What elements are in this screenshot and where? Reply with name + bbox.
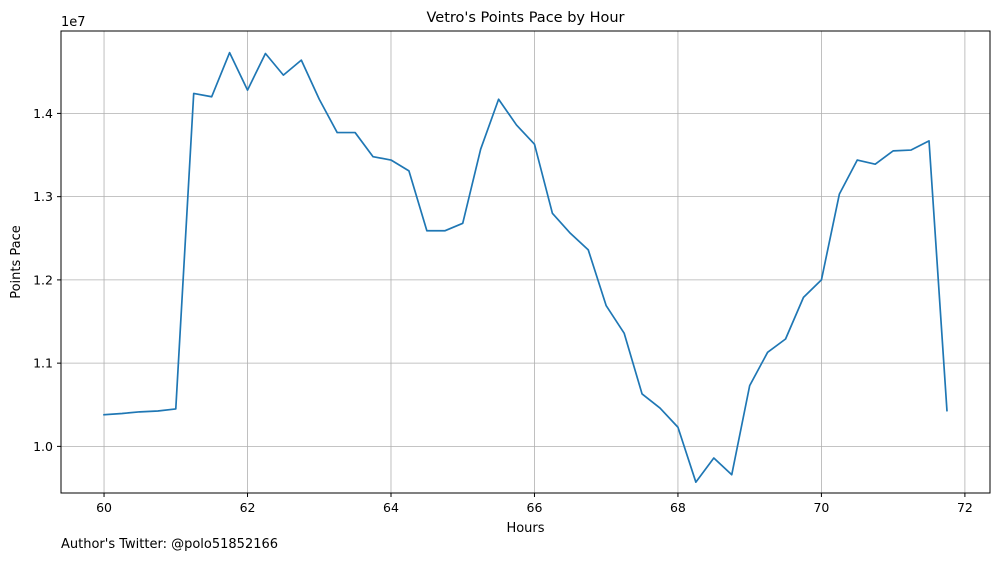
x-tick-label: 60: [96, 500, 112, 515]
x-tick-label: 64: [383, 500, 399, 515]
y-offset-label: 1e7: [61, 15, 86, 30]
chart-title: Vetro's Points Pace by Hour: [426, 10, 624, 26]
y-tick-label: 1.1: [33, 356, 53, 371]
series-layer: [103, 51, 948, 484]
y-tick-label: 1.4: [33, 106, 53, 121]
y-tick-label: 1.0: [33, 439, 53, 454]
series-line: [103, 51, 948, 484]
y-axis-ticks: 1.0 1.1 1.2 1.3 1.4: [33, 106, 61, 454]
y-gridlines: [61, 113, 990, 447]
x-tick-label: 62: [240, 500, 256, 515]
x-tick-label: 70: [813, 500, 829, 515]
x-axis-label: Hours: [506, 521, 544, 536]
x-tick-label: 68: [670, 500, 686, 515]
y-tick-label: 1.3: [33, 189, 53, 204]
y-axis-label: Points Pace: [9, 225, 24, 299]
author-footer: Author's Twitter: @polo51852166: [61, 537, 279, 552]
plot-frame: [60, 30, 991, 494]
x-axis-ticks: 60 62 64 66 68 70 72: [96, 493, 973, 515]
y-tick-label: 1.2: [33, 272, 53, 287]
x-tick-label: 72: [957, 500, 973, 515]
x-tick-label: 66: [527, 500, 543, 515]
x-gridlines: [103, 31, 966, 493]
